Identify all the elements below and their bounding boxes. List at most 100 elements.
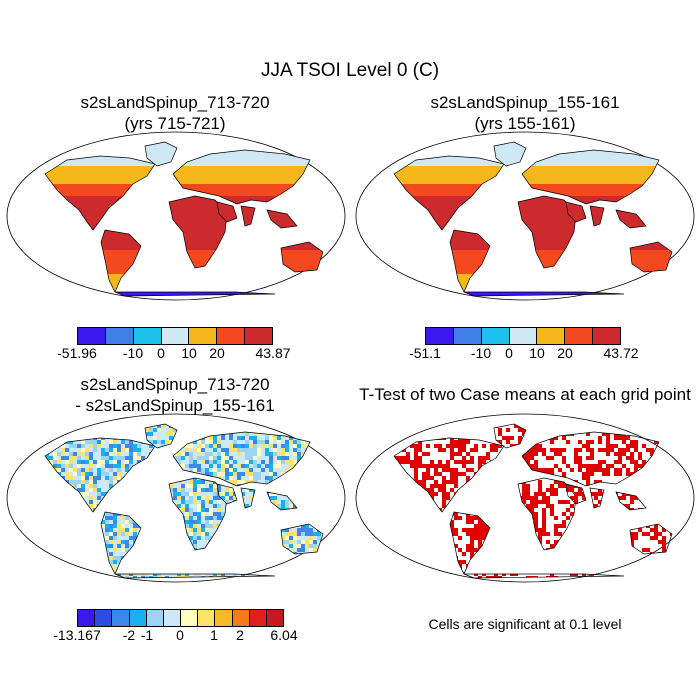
australia-outline xyxy=(629,241,673,273)
australia-outline xyxy=(280,241,324,273)
antarctica-outline xyxy=(463,573,625,579)
colorbar-swatch xyxy=(133,328,162,344)
colorbar-swatch xyxy=(78,328,106,344)
cbar1-label-min: -51.96 xyxy=(57,345,97,361)
colorbar-swatch xyxy=(215,610,233,626)
india-outline xyxy=(240,487,256,509)
panel2-title-line2: (yrs 155-161) xyxy=(350,113,700,134)
cbar2-label: 0 xyxy=(505,345,513,361)
colorbar-swatch xyxy=(129,610,147,626)
map-panel-4 xyxy=(355,413,695,583)
cbar1-label: -10 xyxy=(123,345,143,361)
colorbar-swatch xyxy=(105,328,134,344)
colorbar-swatch xyxy=(198,610,216,626)
cbar2-label: -10 xyxy=(471,345,491,361)
greenland-outline xyxy=(493,141,527,167)
southeast-asia-outline xyxy=(615,209,647,229)
antarctica-outline xyxy=(463,291,625,297)
europe-asia-outline xyxy=(521,431,660,487)
colorbar-swatch xyxy=(189,328,218,344)
south-america-outline xyxy=(449,229,491,293)
colorbar-panel-2 xyxy=(425,327,621,345)
antarctica-outline xyxy=(114,291,276,297)
panel2-title-line1: s2sLandSpinup_155-161 xyxy=(350,92,700,113)
australia-outline xyxy=(280,523,324,555)
panel3-title-line2: - s2sLandSpinup_155-161 xyxy=(0,395,350,416)
arabia-outline xyxy=(216,483,238,505)
south-america-outline xyxy=(100,511,142,575)
cbar1-label: 0 xyxy=(157,345,165,361)
colorbar-swatch xyxy=(249,610,267,626)
colorbar-swatch xyxy=(453,328,482,344)
panel1-title-line2: (yrs 715-721) xyxy=(0,113,350,134)
southeast-asia-outline xyxy=(266,209,298,229)
panel3-title-line1: s2sLandSpinup_713-720 xyxy=(0,374,350,395)
cbar3-label: -2 xyxy=(123,627,135,643)
colorbar-swatch xyxy=(217,328,246,344)
cbar1-label-max: 43.87 xyxy=(255,345,290,361)
panel4-title-line1: T-Test of two Case means at each grid po… xyxy=(350,384,700,405)
cbar3-label: 0 xyxy=(176,627,184,643)
panel2-title: s2sLandSpinup_155-161 (yrs 155-161) xyxy=(350,92,700,134)
map-panel-2 xyxy=(355,131,695,301)
india-outline xyxy=(589,487,605,509)
colorbar-panel-1 xyxy=(77,327,273,345)
colorbar-swatch xyxy=(163,610,182,626)
greenland-outline xyxy=(144,141,178,167)
colorbar-swatch xyxy=(509,328,538,344)
cbar3-label-min: -13.167 xyxy=(53,627,100,643)
arabia-outline xyxy=(565,483,587,505)
india-outline xyxy=(589,205,605,227)
africa-outline xyxy=(168,195,228,269)
cbar3-label-max: 6.04 xyxy=(270,627,297,643)
colorbar-swatch xyxy=(232,610,250,626)
greenland-outline xyxy=(493,423,527,449)
north-america-outline xyxy=(393,437,505,513)
colorbar-swatch xyxy=(112,610,130,626)
panel1-title-line1: s2sLandSpinup_713-720 xyxy=(0,92,350,113)
colorbar-panel-3 xyxy=(77,609,284,627)
panel1-title: s2sLandSpinup_713-720 (yrs 715-721) xyxy=(0,92,350,134)
cbar1-label: 20 xyxy=(209,345,225,361)
cbar3-label: 1 xyxy=(210,627,218,643)
antarctica-outline xyxy=(114,573,276,579)
colorbar-swatch xyxy=(161,328,190,344)
south-america-outline xyxy=(449,511,491,575)
europe-asia-outline xyxy=(172,431,311,487)
significance-note: Cells are significant at 0.1 level xyxy=(350,616,700,632)
africa-outline xyxy=(517,477,577,551)
europe-asia-outline xyxy=(521,149,660,205)
north-america-outline xyxy=(44,437,156,513)
southeast-asia-outline xyxy=(615,491,647,511)
colorbar-swatch xyxy=(245,328,273,344)
colorbar-swatch xyxy=(78,610,96,626)
map-panel-3 xyxy=(6,413,346,583)
cbar2-label-min: -51.1 xyxy=(409,345,441,361)
colorbar-swatch xyxy=(565,328,594,344)
southeast-asia-outline xyxy=(266,491,298,511)
colorbar-swatch xyxy=(593,328,621,344)
greenland-outline xyxy=(144,423,178,449)
cbar3-label: 2 xyxy=(236,627,244,643)
africa-outline xyxy=(517,195,577,269)
south-america-outline xyxy=(100,229,142,293)
colorbar-swatch xyxy=(481,328,510,344)
panel4-title: T-Test of two Case means at each grid po… xyxy=(350,384,700,405)
north-america-outline xyxy=(44,155,156,231)
colorbar-swatch xyxy=(537,328,566,344)
colorbar-swatch xyxy=(95,610,113,626)
australia-outline xyxy=(629,523,673,555)
europe-asia-outline xyxy=(172,149,311,205)
panel3-title: s2sLandSpinup_713-720 - s2sLandSpinup_15… xyxy=(0,374,350,416)
africa-outline xyxy=(168,477,228,551)
cbar2-label: 10 xyxy=(529,345,545,361)
colorbar-swatch xyxy=(266,610,284,626)
arabia-outline xyxy=(216,201,238,223)
colorbar-swatch xyxy=(181,610,199,626)
figure-title: JJA TSOI Level 0 (C) xyxy=(0,60,700,82)
cbar2-label-max: 43.72 xyxy=(603,345,638,361)
map-panel-1 xyxy=(6,131,346,301)
cbar1-label: 10 xyxy=(181,345,197,361)
cbar2-label: 20 xyxy=(557,345,573,361)
north-america-outline xyxy=(393,155,505,231)
